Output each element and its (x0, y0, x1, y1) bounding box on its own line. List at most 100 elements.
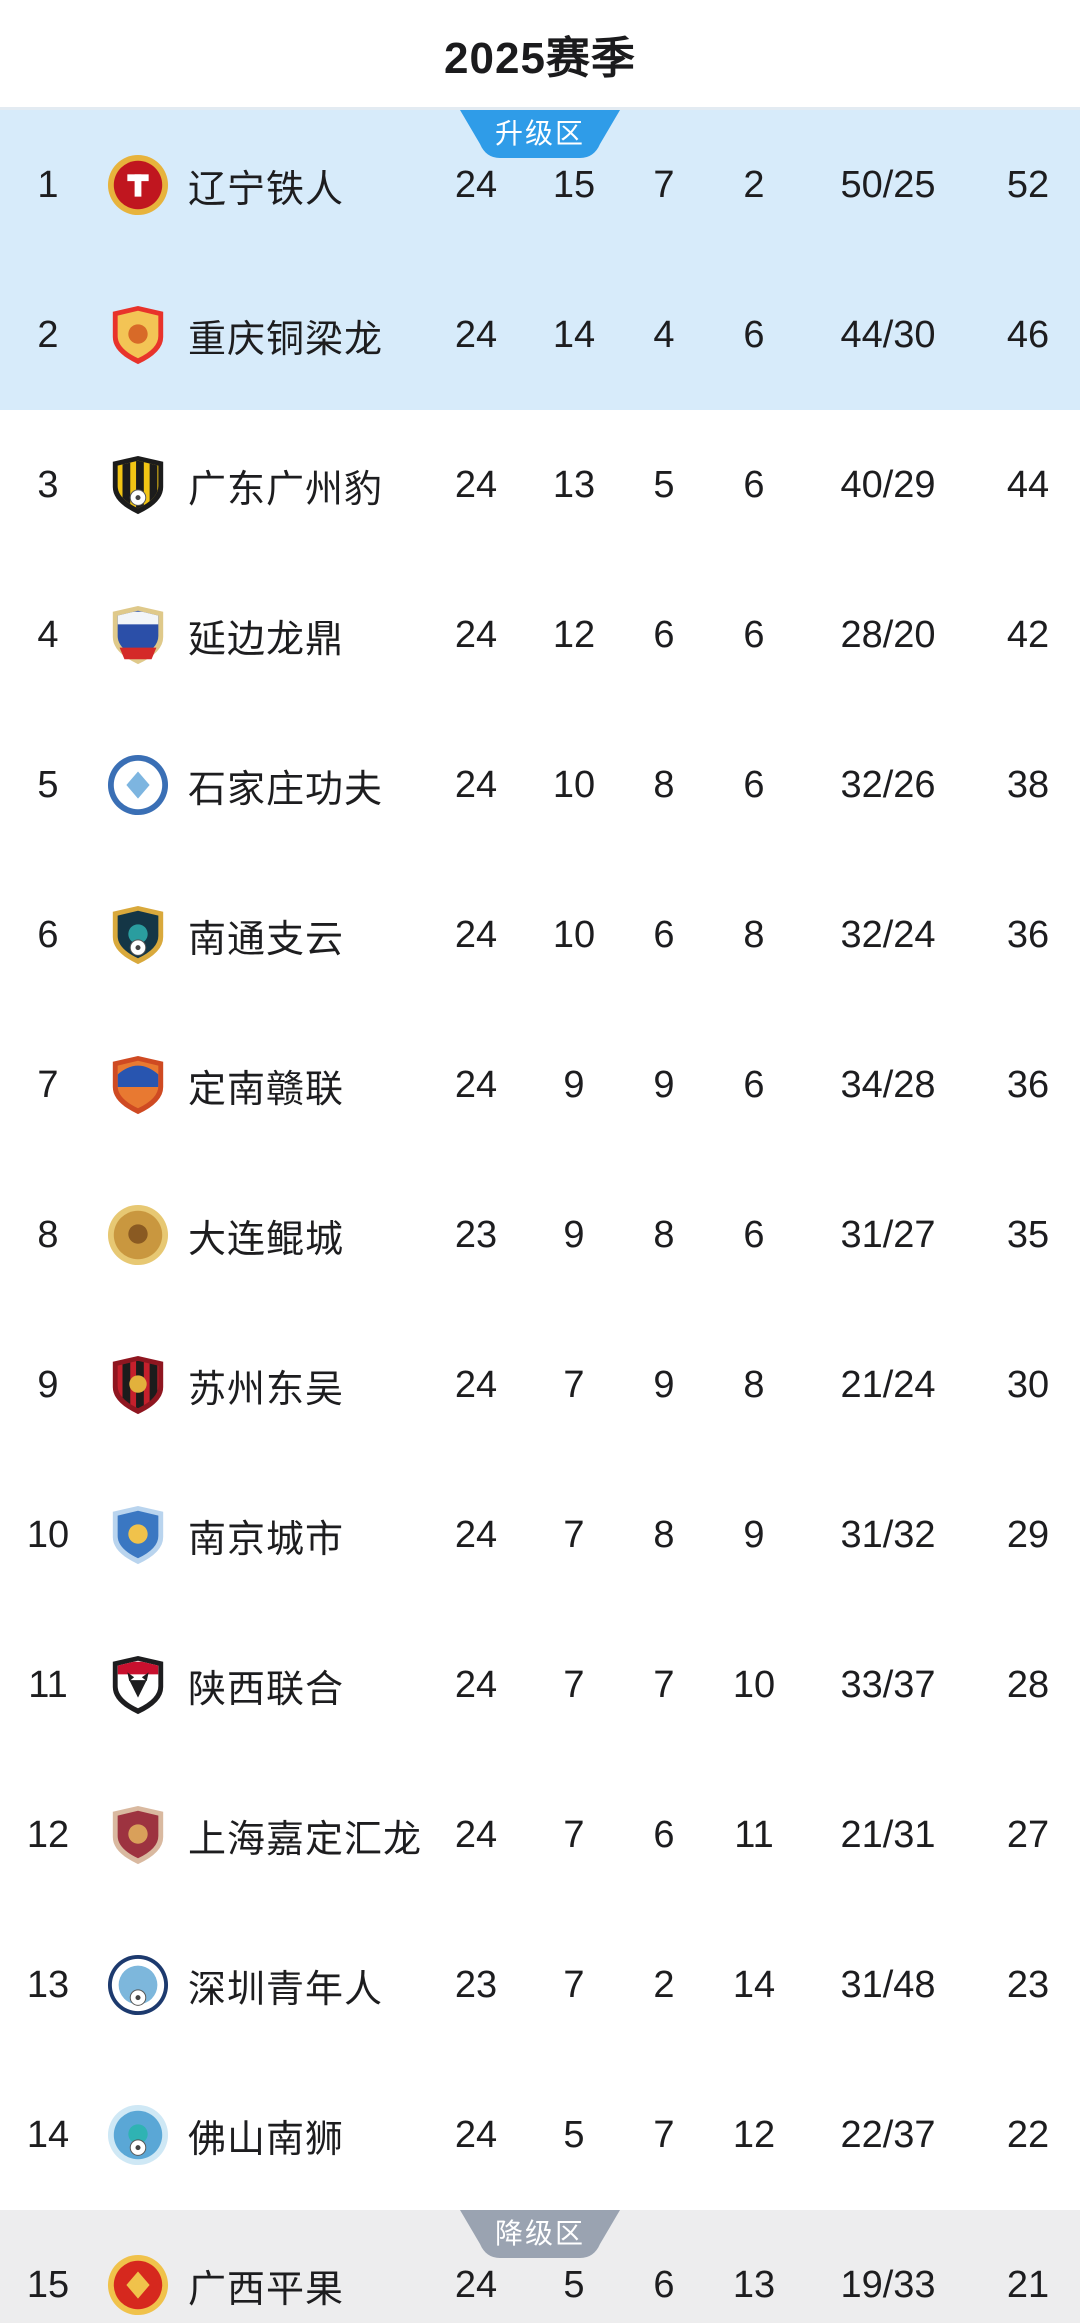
table-row[interactable]: 3 广东广州豹 24 13 5 6 40/29 44 (0, 410, 1080, 560)
team-logo (96, 2253, 180, 2317)
stat-draws: 8 (653, 1514, 675, 1556)
stat-played: 24 (454, 2264, 498, 2306)
stat-losses: 8 (743, 914, 765, 956)
stat-played: 24 (454, 1514, 498, 1556)
stat-goals: 21/24 (840, 1364, 936, 1406)
stat-points: 52 (1006, 164, 1050, 206)
stat-wins: 5 (563, 2114, 585, 2156)
stat-played: 24 (454, 1814, 498, 1856)
table-row[interactable]: 4 延边龙鼎 24 12 6 6 28/20 42 (0, 560, 1080, 710)
table-row[interactable]: 2 重庆铜梁龙 24 14 4 6 44/30 46 (0, 260, 1080, 410)
stat-goals: 31/48 (840, 1964, 936, 2006)
rank: 9 (37, 1364, 59, 1406)
stat-wins: 7 (563, 1814, 585, 1856)
table-row[interactable]: 8 大连鲲城 23 9 8 6 31/27 35 (0, 1160, 1080, 1310)
stat-played: 24 (454, 764, 498, 806)
stat-points: 29 (1006, 1514, 1050, 1556)
stat-wins: 15 (552, 164, 596, 206)
stat-wins: 9 (563, 1214, 585, 1256)
team-name: 南通支云 (188, 918, 345, 961)
stat-draws: 8 (653, 764, 675, 806)
stat-played: 24 (454, 464, 498, 506)
league-table: 升级区 降级区 1 辽宁铁人 24 15 7 2 50/25 52 2 重庆铜梁龙 24 14 4 6 44… (0, 107, 1080, 2323)
team-logo (96, 1653, 180, 1717)
stat-played: 23 (454, 1964, 498, 2006)
team-name: 重庆铜梁龙 (188, 318, 384, 361)
stat-losses: 14 (732, 1964, 776, 2006)
team-name: 佛山南狮 (188, 2118, 345, 2161)
relegation-zone-badge: 降级区 (460, 2210, 620, 2258)
stat-wins: 5 (563, 2264, 585, 2306)
rank: 4 (37, 614, 59, 656)
promotion-zone-label: 升级区 (494, 118, 585, 149)
rank: 5 (37, 764, 59, 806)
stat-points: 21 (1006, 2264, 1050, 2306)
stat-losses: 9 (743, 1514, 765, 1556)
page-header: 2025赛季 (0, 0, 1080, 107)
page-title: 2025赛季 (444, 33, 636, 83)
stat-draws: 9 (653, 1364, 675, 1406)
stat-goals: 50/25 (840, 164, 936, 206)
stat-goals: 19/33 (840, 2264, 936, 2306)
team-name: 定南赣联 (188, 1068, 345, 1111)
stat-wins: 7 (563, 1664, 585, 1706)
table-row[interactable]: 15 广西平果 24 5 6 13 19/33 21 (0, 2210, 1080, 2323)
stat-losses: 6 (743, 614, 765, 656)
stat-draws: 7 (653, 1664, 675, 1706)
team-logo (96, 603, 180, 667)
stat-wins: 10 (552, 914, 596, 956)
stat-losses: 6 (743, 764, 765, 806)
team-logo (96, 453, 180, 517)
team-name: 辽宁铁人 (188, 168, 345, 211)
stat-points: 28 (1006, 1664, 1050, 1706)
stat-wins: 10 (552, 764, 596, 806)
table-row[interactable]: 7 定南赣联 24 9 9 6 34/28 36 (0, 1010, 1080, 1160)
stat-played: 23 (454, 1214, 498, 1256)
team-logo (96, 303, 180, 367)
team-name: 广东广州豹 (188, 468, 384, 511)
stat-wins: 7 (563, 1364, 585, 1406)
stat-losses: 6 (743, 464, 765, 506)
stat-played: 24 (454, 164, 498, 206)
stat-played: 24 (454, 2114, 498, 2156)
table-row[interactable]: 5 石家庄功夫 24 10 8 6 32/26 38 (0, 710, 1080, 860)
stat-goals: 40/29 (840, 464, 936, 506)
stat-played: 24 (454, 614, 498, 656)
stat-losses: 6 (743, 314, 765, 356)
stat-wins: 13 (552, 464, 596, 506)
stat-draws: 7 (653, 2114, 675, 2156)
team-logo (96, 1203, 180, 1267)
rank: 10 (26, 1514, 70, 1556)
table-row[interactable]: 13 深圳青年人 23 7 2 14 31/48 23 (0, 1910, 1080, 2060)
stat-goals: 34/28 (840, 1064, 936, 1106)
table-row[interactable]: 14 佛山南狮 24 5 7 12 22/37 22 (0, 2060, 1080, 2210)
team-name: 上海嘉定汇龙 (188, 1818, 423, 1861)
stat-losses: 8 (743, 1364, 765, 1406)
stat-draws: 7 (653, 164, 675, 206)
stat-draws: 4 (653, 314, 675, 356)
stat-goals: 33/37 (840, 1664, 936, 1706)
table-row[interactable]: 10 南京城市 24 7 8 9 31/32 29 (0, 1460, 1080, 1610)
stat-points: 36 (1006, 914, 1050, 956)
stat-points: 23 (1006, 1964, 1050, 2006)
table-row[interactable]: 6 南通支云 24 10 6 8 32/24 36 (0, 860, 1080, 1010)
team-logo (96, 153, 180, 217)
team-name: 深圳青年人 (188, 1968, 384, 2011)
rank: 12 (26, 1814, 70, 1856)
team-name: 石家庄功夫 (188, 768, 384, 811)
stat-goals: 31/32 (840, 1514, 936, 1556)
rank: 11 (28, 1664, 68, 1706)
stat-wins: 14 (552, 314, 596, 356)
stat-losses: 10 (732, 1664, 776, 1706)
team-name: 南京城市 (188, 1518, 345, 1561)
team-logo (96, 1503, 180, 1567)
table-row[interactable]: 11 陕西联合 24 7 7 10 33/37 28 (0, 1610, 1080, 1760)
stat-points: 36 (1006, 1064, 1050, 1106)
rank: 8 (37, 1214, 59, 1256)
league-table-rows: 1 辽宁铁人 24 15 7 2 50/25 52 2 重庆铜梁龙 24 14 4 6 44/30 46 3 广东… (0, 110, 1080, 2323)
stat-draws: 8 (653, 1214, 675, 1256)
stat-draws: 6 (653, 2264, 675, 2306)
table-row[interactable]: 9 苏州东吴 24 7 9 8 21/24 30 (0, 1310, 1080, 1460)
rank: 2 (37, 314, 59, 356)
table-row[interactable]: 12 上海嘉定汇龙 24 7 6 11 21/31 27 (0, 1760, 1080, 1910)
